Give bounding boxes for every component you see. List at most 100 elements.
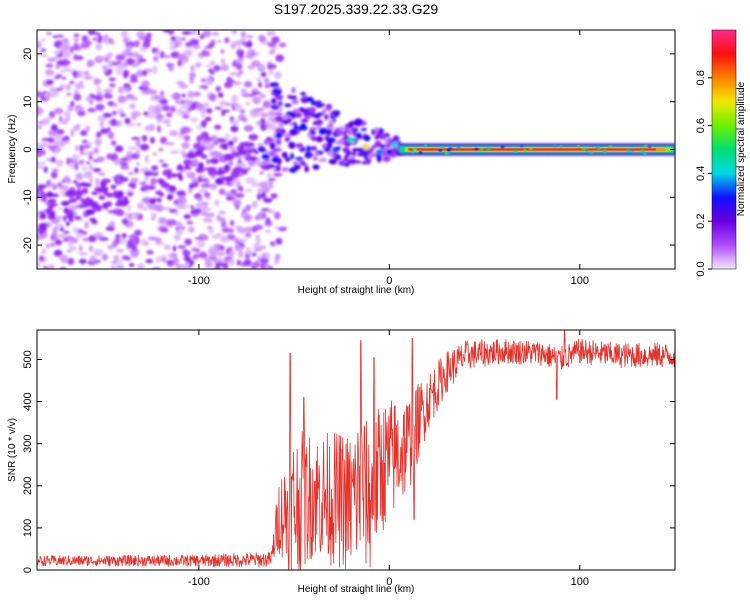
heatmap-blob [191,256,199,260]
heatmap-blob [183,135,191,142]
signal-speckle [558,145,563,149]
heatmap-blob [251,60,261,68]
heatmap-blob [116,123,121,127]
heatmap-blob [113,254,120,262]
signal-speckle [640,149,645,153]
heatmap-blob [96,156,106,163]
snr-y-tick-label: 300 [22,435,34,453]
snr-y-tick-label: 200 [22,477,34,495]
heatmap-blob [107,244,115,250]
heatmap-blob [136,263,145,269]
heatmap-blob [267,41,277,48]
heatmap-blob [236,73,241,78]
heatmap-blob [54,107,64,115]
heatmap-blob [96,131,102,139]
heatmap-blob [272,82,279,88]
heatmap-blob [229,219,235,227]
heatmap-blob [166,193,174,201]
heatmap-blob [244,232,252,238]
spectrogram-y-label: Frequency (Hz) [7,115,18,184]
heatmap-blob [68,241,73,249]
heatmap-blob [131,110,141,118]
heatmap-blob [54,215,64,220]
heatmap-blob [243,80,253,88]
heatmap-blob [37,124,43,130]
heatmap-blob [101,186,109,191]
heatmap-blob [201,50,211,57]
heatmap-blob [178,174,183,181]
heatmap-blob [74,144,79,152]
heatmap-blob [128,146,137,150]
heatmap-blob [240,168,249,172]
heatmap-blob [152,67,157,75]
heatmap-blob [224,83,234,87]
signal-speckle [647,145,652,149]
heatmap-blob [189,153,198,158]
heatmap-blob [141,89,151,95]
heatmap-blob [88,235,97,243]
heatmap-hotspot [391,142,400,148]
heatmap-blob [62,215,67,222]
heatmap-blob [70,246,77,251]
heatmap-blob [93,187,102,192]
heatmap-blob [185,42,193,47]
heatmap-blob [349,158,357,165]
heatmap-blob [161,183,171,189]
heatmap-blob [63,118,69,124]
heatmap-blob [102,65,108,72]
heatmap-blob [236,245,244,251]
snr-x-tick-label: -100 [188,576,210,588]
heatmap-blob [252,261,261,269]
heatmap-blob [84,221,89,229]
heatmap-blob [65,221,71,226]
heatmap-blob [265,229,272,233]
heatmap-blob [348,120,357,126]
heatmap-blob [53,226,59,230]
heatmap-blob [224,164,231,172]
heatmap-blob [225,195,232,201]
heatmap-blob [275,132,283,139]
heatmap-blob [158,217,166,225]
heatmap-blob [197,200,203,206]
heatmap-blob [74,163,79,171]
heatmap-blob [67,190,76,198]
heatmap-blob [232,199,242,207]
heatmap-blob [37,41,42,49]
heatmap-hotspot [261,154,270,160]
heatmap-blob [188,183,195,190]
heatmap-blob [203,191,211,198]
heatmap-blob [205,64,213,68]
snr-x-tick-label: 100 [571,576,589,588]
heatmap-blob [174,211,180,216]
heatmap-blob [266,30,276,37]
heatmap-blob [37,90,42,98]
heatmap-blob [69,45,74,54]
heatmap-blob [377,130,384,134]
heatmap-hotspot [257,147,266,152]
heatmap-blob [108,60,113,69]
heatmap-blob [272,147,282,152]
heatmap-blob [231,79,235,83]
heatmap-blob [81,182,92,187]
heatmap-blob [175,263,181,269]
heatmap-blob [283,103,292,108]
heatmap-blob [256,76,262,82]
heatmap-blob [218,210,227,214]
heatmap-blob [69,80,75,85]
heatmap-blob [253,150,259,155]
heatmap-blob [181,31,192,35]
heatmap-blob [255,107,266,111]
heatmap-blob [354,118,363,126]
heatmap-blob [114,145,124,153]
heatmap-blob [92,167,102,173]
heatmap-blob [148,185,154,191]
heatmap-blob [178,84,189,89]
heatmap-blob [89,255,97,263]
heatmap-blob [120,30,129,38]
heatmap-blob [275,54,285,62]
heatmap-blob [65,83,71,91]
heatmap-blob [215,85,222,93]
heatmap-blob [176,98,182,105]
